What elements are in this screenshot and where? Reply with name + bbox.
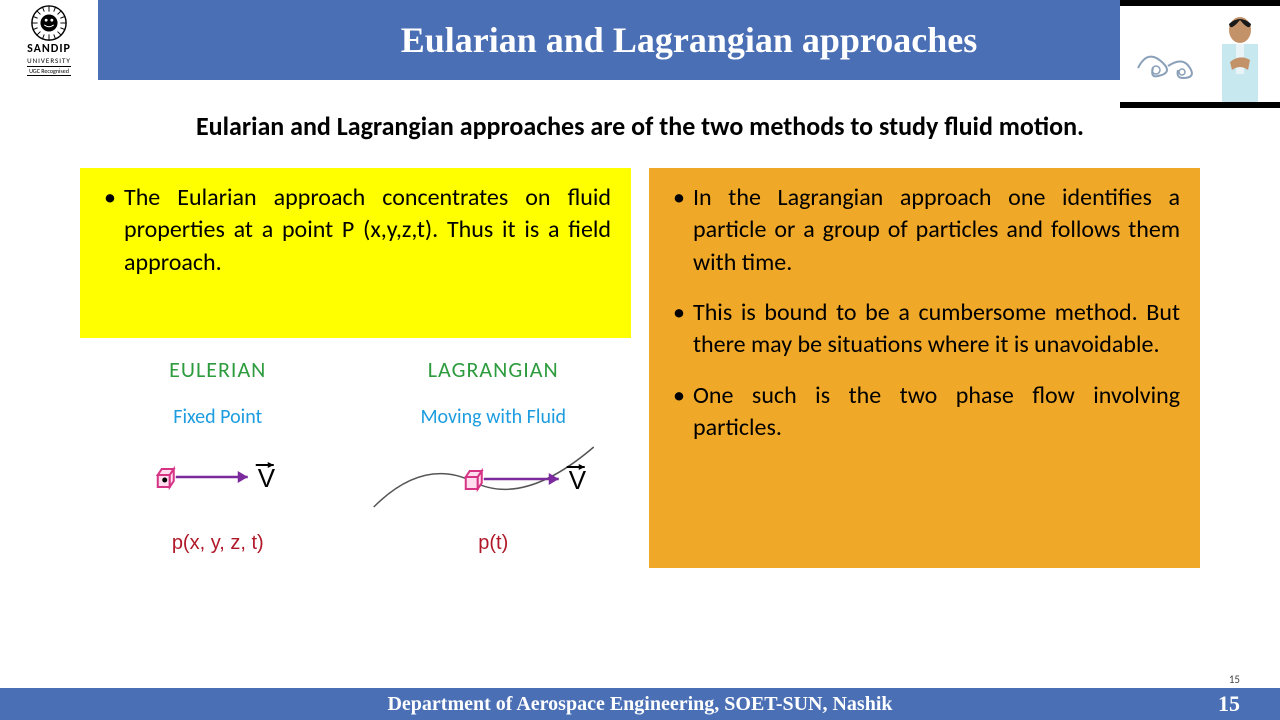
eulerian-title: EULERIAN bbox=[80, 356, 356, 383]
lagrangian-bullet-1: In the Lagrangian approach one identifie… bbox=[669, 182, 1180, 279]
eulerian-label: p(x, y, z, t) bbox=[80, 532, 356, 555]
university-logo: SANDIP UNIVERSITY UGC Recognised bbox=[0, 0, 98, 80]
diagram-area: EULERIAN Fixed Point V bbox=[80, 356, 631, 555]
lagrangian-svg: V bbox=[356, 437, 632, 527]
logo-icon bbox=[29, 4, 69, 42]
lagrangian-bullet-2: This is bound to be a cumbersome method.… bbox=[669, 297, 1180, 362]
eulerian-bullet: The Eularian approach concentrates on fl… bbox=[100, 182, 611, 279]
eulerian-svg: V bbox=[80, 437, 356, 527]
eulerian-box: The Eularian approach concentrates on fl… bbox=[80, 168, 631, 338]
page-number: 15 bbox=[1218, 691, 1240, 717]
vector-label: V bbox=[258, 463, 276, 493]
lagrangian-label: p(t) bbox=[356, 532, 632, 555]
logo-name: SANDIP bbox=[27, 42, 71, 56]
left-column: The Eularian approach concentrates on fl… bbox=[80, 168, 631, 568]
logo-subtitle: UNIVERSITY bbox=[27, 56, 71, 65]
title-bar: Eularian and Lagrangian approaches bbox=[98, 0, 1280, 80]
right-column: In the Lagrangian approach one identifie… bbox=[649, 168, 1200, 568]
slide-title: Eularian and Lagrangian approaches bbox=[401, 19, 977, 61]
intro-text: Eularian and Lagrangian approaches are o… bbox=[80, 110, 1200, 144]
vector-label: V bbox=[568, 465, 586, 495]
lagrangian-box: In the Lagrangian approach one identifie… bbox=[649, 168, 1200, 568]
logo-recognition: UGC Recognised bbox=[27, 66, 71, 76]
lagrangian-subtitle: Moving with Fluid bbox=[356, 405, 632, 429]
swirl-graphic bbox=[1128, 38, 1198, 88]
lagrangian-title: LAGRANGIAN bbox=[356, 356, 632, 383]
eulerian-diagram: EULERIAN Fixed Point V bbox=[80, 356, 356, 555]
page-number-small: 15 bbox=[1229, 673, 1240, 686]
presenter-figure bbox=[1210, 12, 1270, 102]
columns: The Eularian approach concentrates on fl… bbox=[80, 168, 1200, 568]
header: SANDIP UNIVERSITY UGC Recognised Eularia… bbox=[0, 0, 1280, 80]
presenter-video bbox=[1120, 0, 1280, 108]
footer-text: Department of Aerospace Engineering, SOE… bbox=[387, 693, 892, 716]
footer: Department of Aerospace Engineering, SOE… bbox=[0, 688, 1280, 720]
lagrangian-diagram: LAGRANGIAN Moving with Fluid V bbox=[356, 356, 632, 555]
eulerian-subtitle: Fixed Point bbox=[80, 405, 356, 429]
slide-content: Eularian and Lagrangian approaches are o… bbox=[0, 80, 1280, 568]
lagrangian-bullet-3: One such is the two phase flow involving… bbox=[669, 380, 1180, 445]
